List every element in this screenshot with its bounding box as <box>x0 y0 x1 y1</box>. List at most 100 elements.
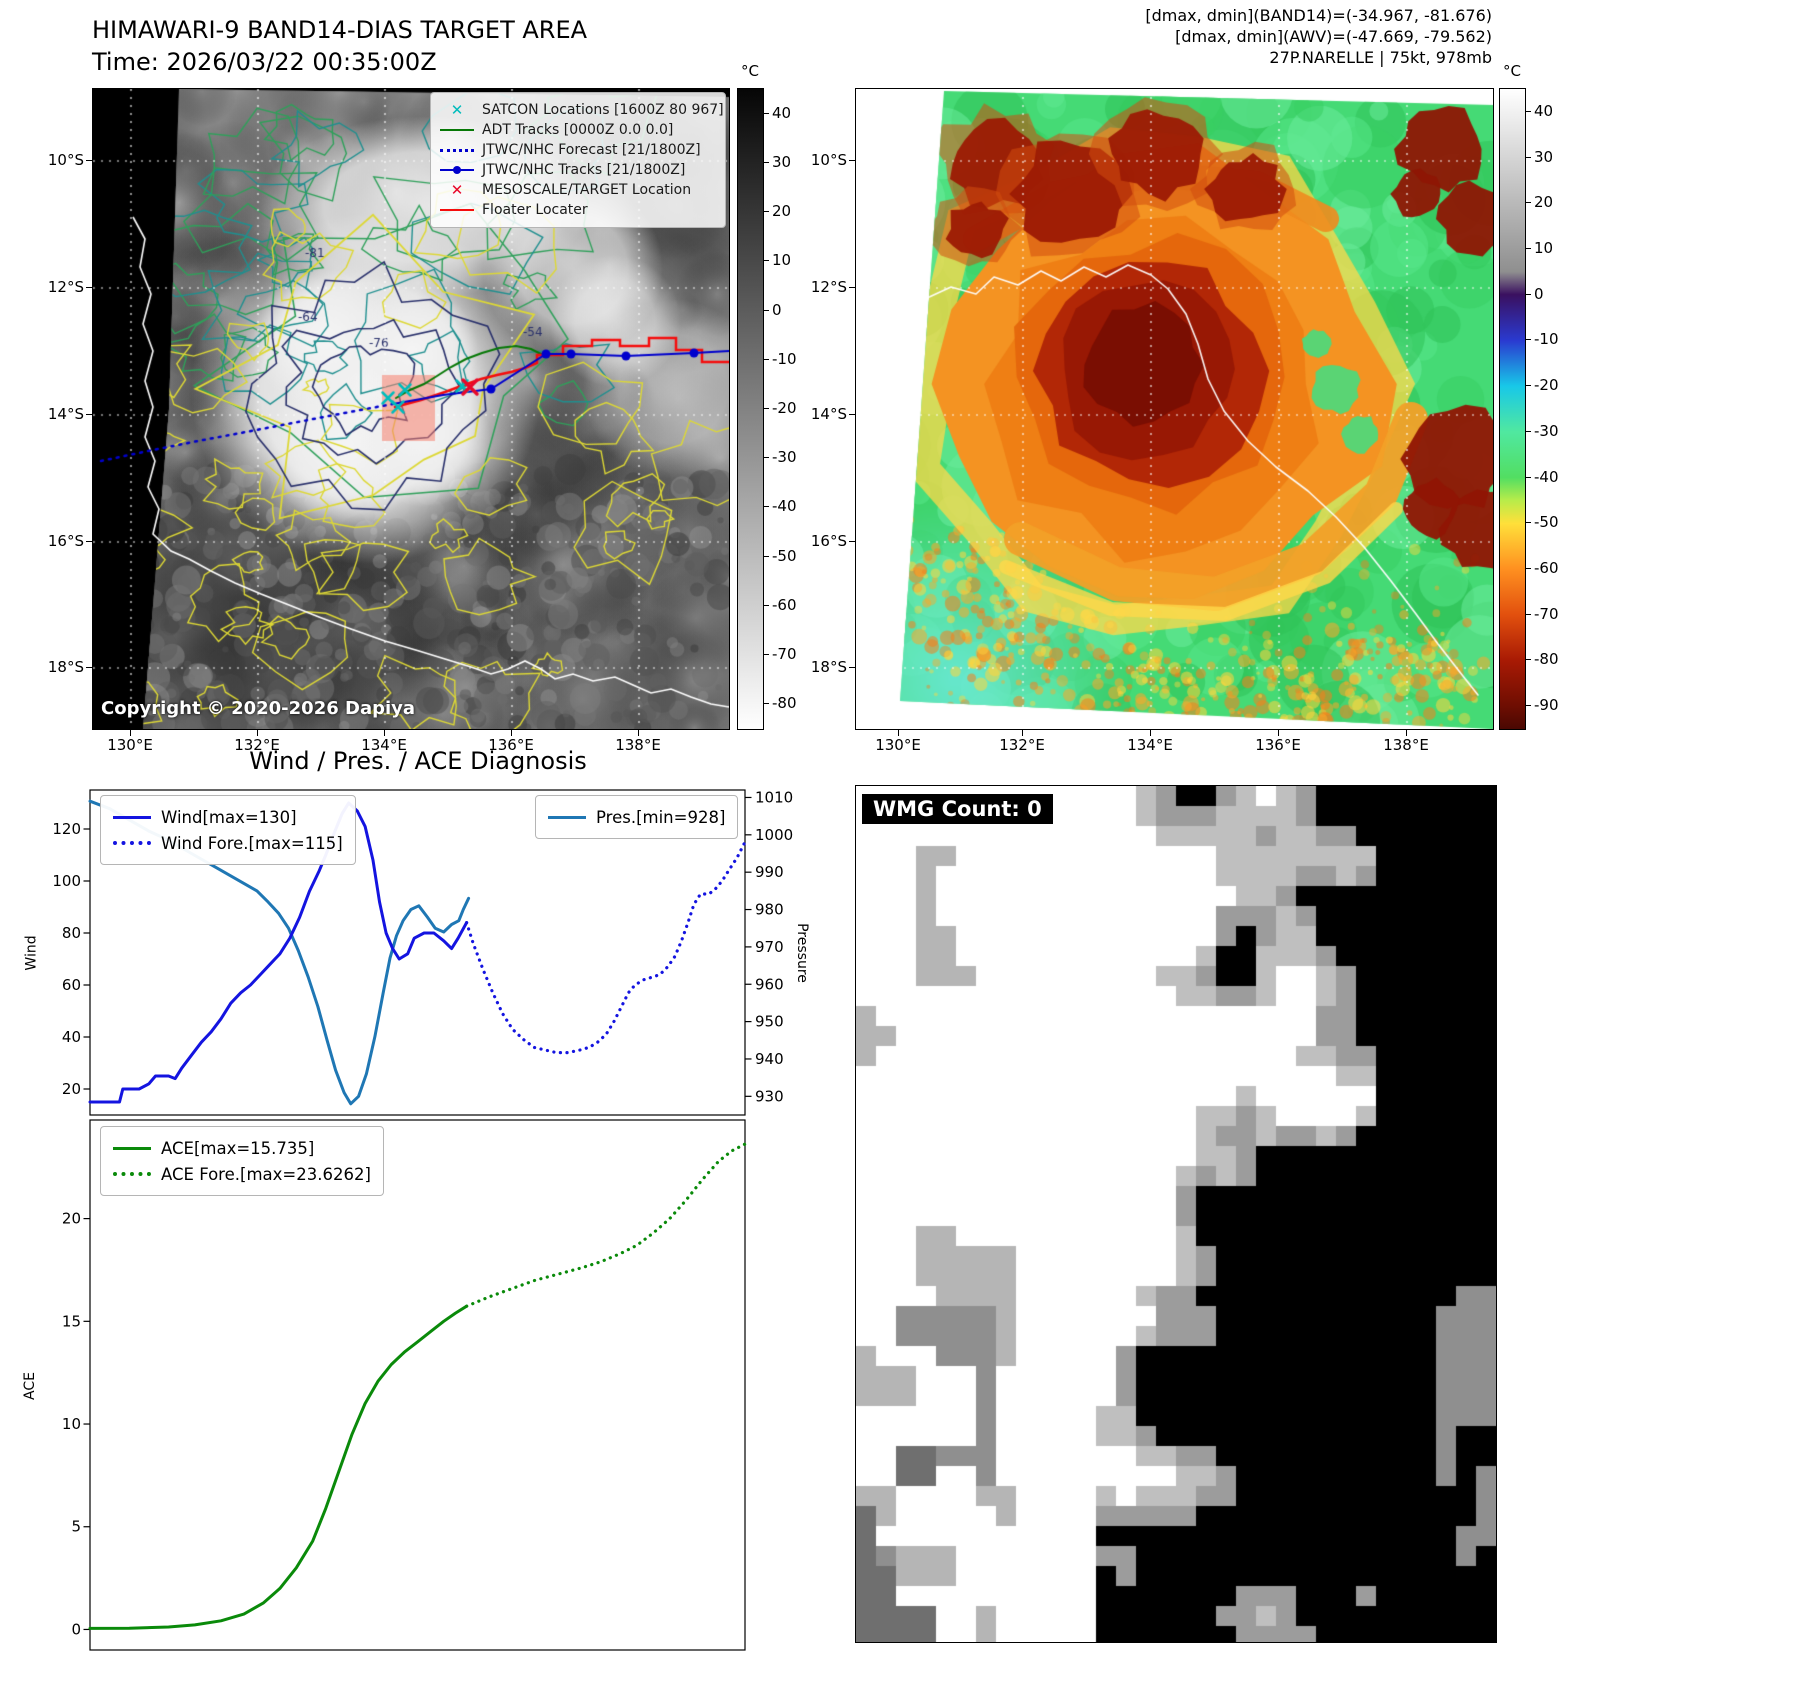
legend-item: Wind[max=130] <box>113 804 343 830</box>
wind-line-sample-icon <box>113 815 151 819</box>
wmg-grid-image <box>856 786 1496 1642</box>
tl-lon-tick: 138°E <box>615 736 661 754</box>
tick-mark <box>86 287 92 288</box>
tick-mark <box>764 654 769 656</box>
tick-mark <box>1526 568 1531 569</box>
tick-mark <box>764 112 769 114</box>
axis-tick-label: 970 <box>755 938 784 956</box>
tick-mark <box>384 730 385 736</box>
axis-tick-label: 1010 <box>755 788 793 806</box>
tl-lon-tick: 130°E <box>107 736 153 754</box>
axis-tick-label: 1000 <box>755 826 793 844</box>
tr-lat-tick: 14°S <box>810 405 847 423</box>
tick-mark <box>1022 730 1023 736</box>
storm-name-intensity-annotation: 27P.NARELLE | 75kt, 978mb <box>1269 48 1492 67</box>
enhanced-ir-satellite-image <box>856 89 1493 729</box>
axis-tick-label: 20 <box>62 1210 81 1228</box>
wind-forecast-line <box>465 840 747 1055</box>
tick-mark <box>1526 659 1531 661</box>
axis-tick-label: 0 <box>71 1620 81 1638</box>
legend-item-label: ACE Fore.[max=23.6262] <box>161 1164 371 1184</box>
wind-forecast-sample-icon <box>113 841 151 845</box>
legend-item-label: Wind[max=130] <box>161 807 297 827</box>
axis-tick-label: 940 <box>755 1050 784 1068</box>
tr-colorbar-unit-label: °C <box>1503 62 1521 80</box>
tr-lat-tick: 10°S <box>810 151 847 169</box>
axis-tick-label: 15 <box>62 1312 81 1330</box>
tr-colorbar-tick: 0 <box>1534 284 1544 303</box>
tr-colorbar-tick: -70 <box>1534 604 1559 623</box>
tick-mark <box>1150 730 1151 736</box>
wind-legend: Wind[max=130] Wind Fore.[max=115] <box>100 795 356 865</box>
tr-colorbar-tick: -40 <box>1534 467 1559 486</box>
tl-colorbar-tick: -80 <box>772 694 797 713</box>
x-marker-icon: ✕ <box>440 102 474 118</box>
axis-tick-label: 5 <box>71 1518 81 1536</box>
pressure-axis-label: Pressure <box>793 923 810 983</box>
tick-mark <box>764 506 769 508</box>
dot-glyph <box>453 166 461 174</box>
axis-tick-label: 80 <box>62 924 81 942</box>
legend-item-label: Pres.[min=928] <box>596 807 726 827</box>
legend-item-label: SATCON Locations [1600Z 80 967] <box>482 102 724 118</box>
tick-mark <box>1526 156 1531 158</box>
ace-line-sample-icon <box>113 1146 151 1150</box>
tr-lat-tick: 18°S <box>810 658 847 676</box>
tick-mark <box>86 667 92 668</box>
tl-colorbar-tick: -30 <box>772 448 797 467</box>
axis-tick-label: 120 <box>52 820 81 838</box>
tick-mark <box>764 555 769 557</box>
tr-lon-tick: 132°E <box>999 736 1045 754</box>
tr-annotations: [dmax, dmin](BAND14)=(-34.967, -81.676) … <box>892 5 1492 68</box>
line-glyph <box>440 148 474 152</box>
axis-tick-label: 950 <box>755 1013 784 1031</box>
legend-item: ✕ MESOSCALE/TARGET Location <box>440 180 716 200</box>
copyright-watermark: Copyright © 2020-2026 Dapiya <box>101 698 416 719</box>
tick-mark <box>764 260 769 262</box>
tl-colorbar-tick: 30 <box>772 152 792 171</box>
tr-colorbar-tick: -10 <box>1534 330 1559 349</box>
tick-mark <box>1406 730 1407 736</box>
tick-mark <box>764 161 769 163</box>
tick-mark <box>1526 705 1531 707</box>
dotted-line-icon <box>440 148 474 152</box>
tl-colorbar-tick: -20 <box>772 399 797 417</box>
tick-mark <box>1526 202 1531 204</box>
ace-forecast-sample-icon <box>113 1172 151 1176</box>
band14-map-panel: ✕ SATCON Locations [1600Z 80 967] ADT Trac… <box>92 88 730 730</box>
ace-axis-label: ACE <box>21 1372 38 1400</box>
ace-legend: ACE[max=15.735] ACE Fore.[max=23.6262] <box>100 1126 384 1196</box>
tick-mark <box>1526 293 1531 295</box>
axis-tick-label: 980 <box>755 901 784 919</box>
dmax-dmin-awv-annotation: [dmax, dmin](AWV)=(-47.669, -79.562) <box>1175 27 1492 46</box>
legend-item-label: Wind Fore.[max=115] <box>161 833 343 853</box>
tick-mark <box>764 211 769 213</box>
enhanced-ir-map-panel <box>855 88 1494 730</box>
legend-item: Pres.[min=928] <box>548 804 725 830</box>
axis-tick-label: 990 <box>755 863 784 881</box>
tr-colorbar-tick: -30 <box>1534 421 1559 440</box>
tick-mark <box>764 604 769 606</box>
legend-item: ACE[max=15.735] <box>113 1135 371 1161</box>
wmg-count-label: WMG Count: 0 <box>862 794 1053 824</box>
x-glyph: ✕ <box>450 180 464 199</box>
tl-subtitle: Time: 2026/03/22 00:35:00Z <box>92 48 437 76</box>
tr-colorbar-tick: -80 <box>1534 650 1559 669</box>
tick-mark <box>764 309 769 311</box>
tl-lat-tick: 10°S <box>47 151 84 169</box>
axis-tick-label: 60 <box>62 976 81 994</box>
tick-mark <box>638 730 639 736</box>
ace-forecast-line <box>465 1142 747 1308</box>
axis-tick-label: 930 <box>755 1087 784 1105</box>
line-sample-icon <box>440 129 474 131</box>
legend-item-label: JTWC/NHC Tracks [21/1800Z] <box>482 162 686 178</box>
tr-lon-tick: 138°E <box>1383 736 1429 754</box>
tick-mark <box>764 703 769 705</box>
tr-colorbar-tick: 40 <box>1534 101 1554 120</box>
ace-chart-frame <box>89 1119 746 1651</box>
tr-colorbar-tick: -60 <box>1534 559 1559 577</box>
tick-mark <box>849 667 855 668</box>
tick-mark <box>1526 430 1531 432</box>
axis-tick-label: 100 <box>52 872 81 890</box>
wind-axis-label: Wind <box>23 935 40 971</box>
